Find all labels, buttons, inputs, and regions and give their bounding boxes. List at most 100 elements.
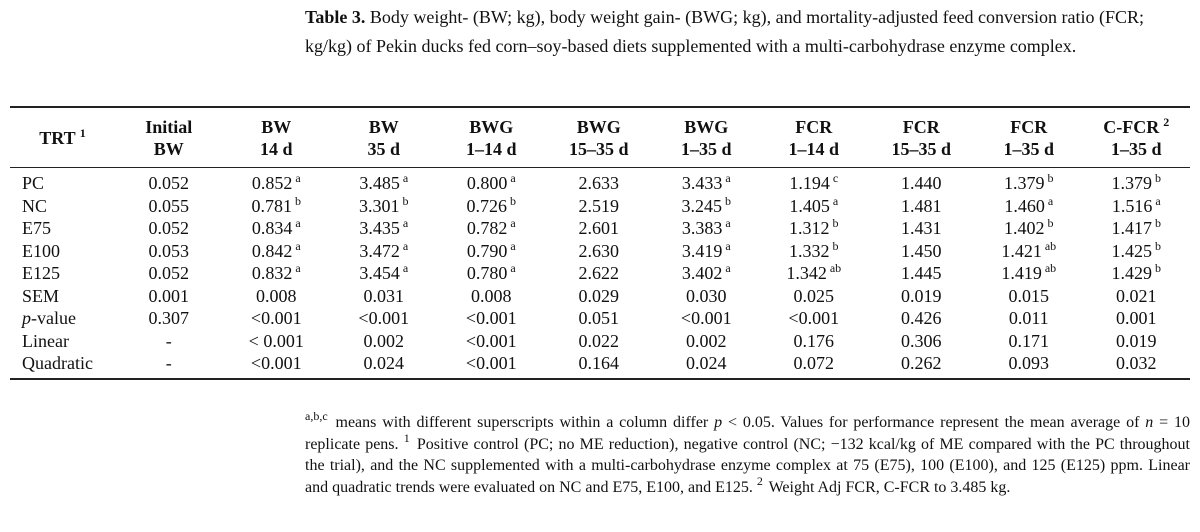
row-label: SEM — [10, 285, 115, 308]
header-line: C-FCR 2 — [1083, 116, 1191, 138]
text: 1–35 d — [1003, 139, 1054, 159]
text: 3.402 — [681, 263, 723, 283]
column-header: BWG 15–35 d — [545, 107, 653, 168]
table-cell: 1.421 ab — [975, 240, 1083, 263]
row-label: Quadratic — [10, 352, 115, 379]
text: 1.332 — [789, 240, 830, 261]
table-cell: 0.052 — [115, 168, 223, 195]
text: 0.072 — [793, 353, 835, 373]
text: 1.405 — [789, 195, 830, 216]
table-cell: 0.008 — [438, 285, 546, 308]
table-cell: 1.445 — [868, 262, 976, 285]
table-cell: 1.440 — [868, 168, 976, 195]
table-cell: 0.001 — [1083, 307, 1191, 330]
superscript: ab — [1044, 238, 1057, 253]
table-row: p-value 0.307 <0.001 <0.001 <0.001 0.051 <0.00… — [10, 307, 1190, 330]
column-header: BW 14 d — [223, 107, 331, 168]
table-cell: 0.093 — [975, 352, 1083, 379]
table-cell: 3.402 a — [653, 262, 761, 285]
superscript: b — [1047, 216, 1054, 230]
table-cell: 0.790 a — [438, 240, 546, 263]
text: 1–14 d — [788, 139, 839, 159]
text: C-FCR — [1103, 117, 1160, 137]
italic-text: n — [1145, 414, 1154, 431]
text: 2.630 — [578, 240, 620, 261]
text: 0.832 — [251, 263, 293, 283]
text: 0.852 — [251, 173, 293, 193]
table-cell: 1.379 b — [975, 168, 1083, 195]
column-header: Initial BW — [115, 107, 223, 168]
table-cell: 0.024 — [653, 352, 761, 379]
table-cell: <0.001 — [223, 307, 331, 330]
text: 1.419 — [1001, 263, 1042, 283]
table-cell: 1.312 b — [760, 217, 868, 240]
text: 1.425 — [1111, 240, 1153, 261]
text: < 0.05. Values for performance represent… — [722, 414, 1146, 431]
table-cell: 0.800 a — [438, 168, 546, 195]
text: 0.053 — [148, 240, 190, 261]
header-line: FCR — [760, 116, 868, 138]
text: 0.800 — [466, 173, 508, 193]
text: 0.780 — [466, 263, 508, 283]
table-cell: 3.433 a — [653, 168, 761, 195]
superscript: b — [510, 193, 516, 208]
table-cell: 1.429 b — [1083, 262, 1191, 285]
table-cell: 1.516 a — [1083, 195, 1191, 218]
superscript: a — [832, 193, 839, 208]
text: 1.440 — [901, 173, 942, 193]
text: 0.307 — [148, 308, 190, 328]
text: <0.001 — [680, 308, 732, 328]
header-line: BW — [223, 116, 331, 138]
text: means with different superscripts within… — [329, 414, 715, 431]
table-cell: 1.194 c — [760, 168, 868, 195]
text: <0.001 — [358, 308, 410, 328]
text: 15–35 d — [568, 139, 629, 159]
superscript: a — [295, 216, 301, 230]
text: 0.019 — [1116, 330, 1157, 351]
table-cell: 3.435 a — [330, 217, 438, 240]
table-cell: 0.834 a — [223, 217, 331, 240]
table-footnote: a,b,c means with different superscripts … — [305, 410, 1191, 498]
text: 0.008 — [471, 285, 512, 306]
table-cell: 1.379 b — [1083, 168, 1191, 195]
text: 0.426 — [901, 308, 942, 328]
table-cell: 0.032 — [1083, 352, 1191, 379]
text: 0.011 — [1008, 308, 1049, 328]
text: 0.002 — [686, 330, 727, 351]
column-header: FCR 1–35 d — [975, 107, 1083, 168]
table-cell: 0.306 — [868, 330, 976, 353]
table-cell: 0.052 — [115, 262, 223, 285]
header-line: 35 d — [330, 138, 438, 160]
header-line: 14 d — [223, 138, 331, 160]
table-cell: 0.072 — [760, 352, 868, 379]
text: 0.262 — [901, 353, 942, 373]
table-cell: 0.022 — [545, 330, 653, 353]
text: BWG — [469, 117, 514, 137]
superscript: a — [1047, 193, 1054, 208]
column-header: TRT 1 — [10, 107, 115, 168]
superscript: a — [725, 171, 731, 185]
table-row: E125 0.052 0.832 a 3.454 a 0.780 a 2.622 3.402 a 1.… — [10, 262, 1190, 285]
text: 15–35 d — [891, 139, 951, 159]
text: TRT — [39, 128, 76, 148]
superscript: a — [725, 261, 731, 275]
text: 1.429 — [1111, 263, 1153, 283]
text: 3.383 — [681, 218, 723, 238]
text: 0.051 — [578, 308, 620, 328]
table-cell: 0.055 — [115, 195, 223, 218]
text: 0.782 — [466, 218, 508, 238]
table-body: PC 0.052 0.852 a 3.485 a 0.800 a 2.633 3.433 a 1.19… — [10, 168, 1190, 379]
table-cell: 0.021 — [1083, 285, 1191, 308]
superscript: a — [510, 216, 516, 230]
column-header: BWG 1–14 d — [438, 107, 546, 168]
text: 1–35 d — [680, 139, 732, 159]
table-cell: 0.781 b — [223, 195, 331, 218]
column-header: C-FCR 2 1–35 d — [1083, 107, 1191, 168]
superscript: c — [832, 171, 839, 185]
table-cell: 3.383 a — [653, 217, 761, 240]
text: 0.019 — [901, 285, 942, 306]
text: Positive control (PC; no ME reduction), … — [305, 435, 1191, 496]
table-row: SEM 0.001 0.008 0.031 0.008 0.029 0.030 0.025 0.… — [10, 285, 1190, 308]
table-cell: 3.245 b — [653, 195, 761, 218]
text: 0.306 — [901, 330, 942, 351]
